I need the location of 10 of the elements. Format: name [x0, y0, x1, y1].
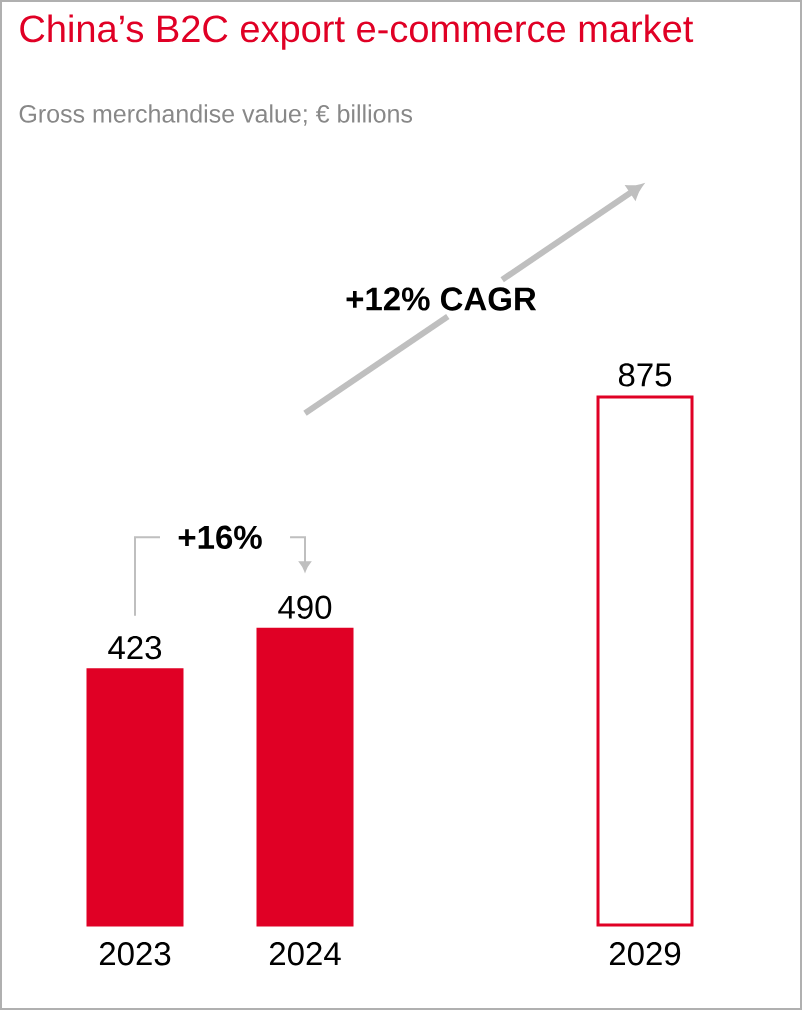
annotation: +16%: [178, 525, 262, 549]
x-tick-label: 2023: [99, 942, 171, 966]
text: +12% CAGR: [346, 287, 537, 311]
data-label: 423: [108, 635, 162, 660]
chart-subtitle: Gross merchandise value; € billions: [19, 104, 413, 126]
data-label: 875: [618, 363, 672, 387]
data-label: 490: [278, 595, 332, 619]
x-tick-label: 2024: [269, 942, 341, 966]
chart-title: China’s B2C export e-commerce market: [20, 14, 694, 50]
x-tick-label: 2029: [609, 942, 681, 966]
